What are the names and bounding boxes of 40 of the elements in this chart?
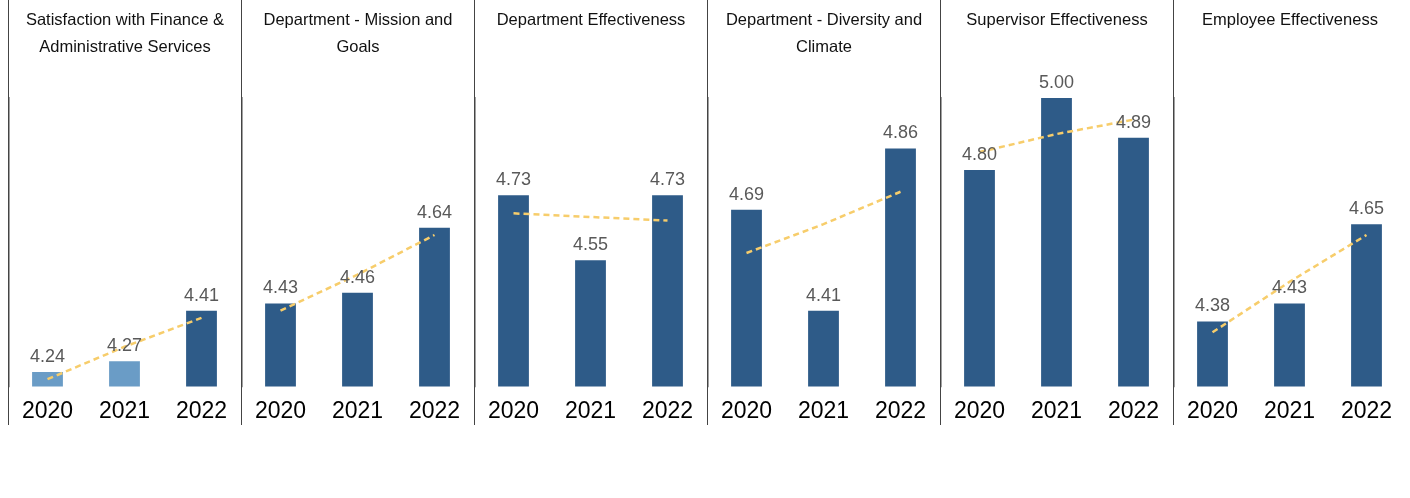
- data-label: 4.69: [728, 183, 765, 204]
- data-label: 4.73: [495, 169, 532, 190]
- x-tick-label: 2020: [1186, 396, 1239, 423]
- data-label: 4.41: [805, 284, 842, 305]
- x-tick-label: 2020: [487, 396, 540, 423]
- data-label: 4.80: [961, 144, 998, 165]
- x-tick-label: 2021: [797, 396, 850, 423]
- data-label: 4.89: [1115, 111, 1152, 132]
- x-tick-label: 2022: [408, 396, 461, 423]
- x-tick-label: 2020: [254, 396, 307, 423]
- data-label: 4.55: [572, 234, 609, 255]
- x-tick-label: 2022: [1340, 396, 1393, 423]
- data-label: 4.73: [649, 169, 686, 190]
- data-label: 4.41: [183, 284, 220, 305]
- chart-title: Supervisor Effectiveness: [965, 9, 1149, 30]
- data-label: 4.43: [1271, 277, 1308, 298]
- x-tick-label: 2020: [720, 396, 773, 423]
- x-tick-label: 2022: [175, 396, 228, 423]
- x-tick-label: 2022: [874, 396, 927, 423]
- data-label: 4.38: [1194, 295, 1231, 316]
- chart-title: Satisfaction with Finance & Administrative Services: [24, 9, 226, 57]
- x-tick-label: 2020: [21, 396, 74, 423]
- x-tick-label: 2020: [953, 396, 1006, 423]
- data-label: 4.24: [29, 345, 66, 366]
- chart-title: Department - Mission and Goals: [262, 9, 454, 57]
- x-tick-label: 2021: [1263, 396, 1316, 423]
- x-tick-label: 2021: [331, 396, 384, 423]
- data-label: 4.65: [1348, 198, 1385, 219]
- x-tick-label: 2022: [1107, 396, 1160, 423]
- data-label: 4.86: [882, 122, 919, 143]
- data-label: 4.64: [416, 201, 453, 222]
- data-label: 5.00: [1038, 71, 1075, 92]
- x-tick-label: 2021: [98, 396, 151, 423]
- data-label: 4.43: [262, 277, 299, 298]
- chart-title: Department Effectiveness: [495, 9, 687, 30]
- x-tick-label: 2021: [564, 396, 617, 423]
- x-tick-label: 2021: [1030, 396, 1083, 423]
- chart-title: Department - Diversity and Climate: [724, 9, 924, 57]
- x-tick-label: 2022: [641, 396, 694, 423]
- chart-title: Employee Effectiveness: [1201, 9, 1379, 30]
